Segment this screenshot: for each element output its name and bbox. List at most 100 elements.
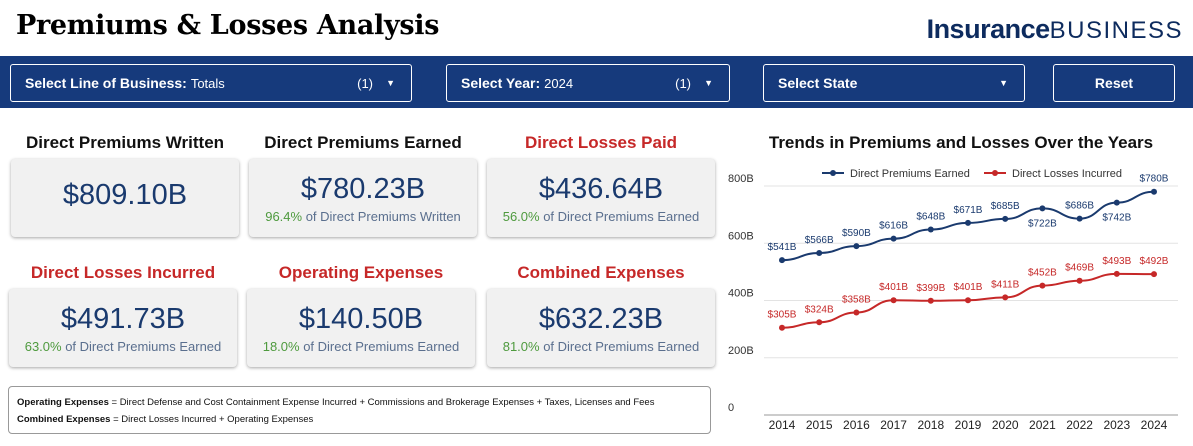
definition-text: = Direct Defense and Cost Containment Ex… — [108, 397, 655, 408]
data-point — [965, 297, 971, 304]
trend-line-chart: 0 200B 400B 600B 800B 2014 2015 2016 2017 2018 201… — [728, 168, 1178, 432]
legend-label: Direct Premiums Earned — [850, 168, 970, 180]
x-tick-label: 2024 — [1141, 418, 1168, 432]
kpi-heading-premiums-earned: Direct Premiums Earned — [264, 133, 462, 152]
kpi-percent: 56.0% — [502, 209, 540, 224]
x-tick-label: 2015 — [806, 418, 833, 432]
year-dropdown[interactable]: Select Year: 2024 (1) ▼ — [446, 64, 730, 102]
data-label: $452B — [1028, 268, 1057, 279]
kpi-card-losses-incurred: $491.73B 63.0% of Direct Premiums Earned — [9, 289, 237, 367]
data-point — [853, 309, 860, 316]
x-tick-label: 2018 — [917, 418, 944, 432]
data-label: $780B — [1140, 174, 1169, 185]
kpi-value: $809.10B — [62, 179, 188, 211]
data-label: $469B — [1065, 263, 1094, 274]
operating-expenses-definition: Operating Expenses = Direct Defense and … — [17, 394, 702, 411]
chart-title: Trends in Premiums and Losses Over the Y… — [768, 133, 1154, 152]
kpi-subtext: 18.0% of Direct Premiums Earned — [247, 339, 475, 354]
kpi-percent: 63.0% — [24, 339, 62, 354]
caret-down-icon: ▼ — [386, 78, 395, 88]
y-tick-label: 200B — [728, 345, 754, 357]
data-point — [816, 249, 823, 256]
x-tick-label: 2017 — [880, 418, 907, 432]
kpi-subtext-label: of Direct Premiums Written — [302, 209, 461, 224]
brand-logo-light: BUSINESS — [1049, 17, 1183, 44]
year-count: (1) — [675, 75, 691, 91]
y-tick-label: 600B — [728, 230, 754, 242]
data-label: $686B — [1065, 201, 1094, 212]
data-label: $324B — [805, 304, 834, 315]
kpi-heading-losses-incurred: Direct Losses Incurred — [30, 263, 216, 282]
y-tick-label: 400B — [728, 288, 754, 300]
kpi-subtext: 63.0% of Direct Premiums Earned — [9, 339, 237, 354]
kpi-card-losses-paid: $436.64B 56.0% of Direct Premiums Earned — [487, 159, 715, 237]
kpi-card-operating-expenses: $140.50B 18.0% of Direct Premiums Earned — [247, 289, 475, 367]
caret-down-icon: ▼ — [704, 78, 713, 88]
line-of-business-value: Totals — [190, 75, 225, 91]
x-tick-label: 2021 — [1029, 418, 1056, 432]
kpi-subtext-label: of Direct Premiums Earned — [299, 339, 460, 354]
data-label: $648B — [916, 212, 945, 223]
data-label: $492B — [1140, 256, 1169, 267]
kpi-subtext: 96.4% of Direct Premiums Written — [249, 209, 477, 224]
line-of-business-label: Select Line of Business: — [25, 75, 187, 91]
data-point — [779, 257, 785, 264]
kpi-value: $140.50B — [298, 303, 424, 335]
data-label: $411B — [991, 279, 1020, 290]
x-tick-label: 2014 — [769, 418, 796, 432]
x-tick-label: 2023 — [1103, 418, 1130, 432]
y-tick-label: 800B — [728, 173, 754, 185]
data-label: $590B — [842, 228, 871, 239]
data-label: $493B — [1102, 256, 1131, 267]
x-tick-label: 2020 — [992, 418, 1019, 432]
y-tick-label: 0 — [728, 402, 734, 414]
data-label: $399B — [916, 283, 945, 294]
data-point — [1151, 271, 1157, 278]
caret-down-icon: ▼ — [999, 78, 1008, 88]
definition-text: = Direct Losses Incurred + Operating Exp… — [110, 414, 314, 425]
definitions-footnote: Operating Expenses = Direct Defense and … — [8, 386, 711, 434]
data-point — [1039, 205, 1046, 212]
data-point — [1039, 282, 1046, 289]
line-of-business-dropdown[interactable]: Select Line of Business: Totals (1) ▼ — [10, 64, 412, 102]
kpi-heading-combined-expenses: Combined Expenses — [517, 263, 685, 282]
kpi-card-combined-expenses: $632.23B 81.0% of Direct Premiums Earned — [487, 289, 715, 367]
data-point — [816, 319, 823, 326]
kpi-subtext-label: of Direct Premiums Earned — [539, 209, 700, 224]
data-label: $616B — [879, 221, 908, 232]
series-line — [781, 190, 1155, 262]
data-point — [1151, 188, 1157, 195]
data-label: $358B — [842, 295, 871, 306]
kpi-value: $780.23B — [300, 173, 426, 205]
year-label: Select Year: — [461, 75, 541, 91]
legend-label: Direct Losses Incurred — [1012, 168, 1122, 180]
kpi-value: $436.64B — [538, 173, 664, 205]
data-point — [1076, 215, 1083, 222]
data-point — [927, 226, 934, 233]
legend-marker — [992, 170, 998, 176]
kpi-subtext: 56.0% of Direct Premiums Earned — [487, 209, 715, 224]
kpi-value: $491.73B — [60, 303, 186, 335]
kpi-heading-operating-expenses: Operating Expenses — [278, 263, 444, 282]
data-point — [965, 219, 971, 226]
line-of-business-count: (1) — [357, 75, 373, 91]
kpi-percent: 81.0% — [502, 339, 540, 354]
data-label: $566B — [805, 235, 834, 246]
filter-bar: Select Line of Business: Totals (1) ▼ Se… — [0, 56, 1193, 108]
data-label: $671B — [954, 205, 983, 216]
reset-button[interactable]: Reset — [1053, 64, 1175, 102]
x-tick-label: 2016 — [843, 418, 870, 432]
data-point — [1113, 199, 1120, 206]
data-point — [927, 297, 934, 304]
state-dropdown[interactable]: Select State ▼ — [763, 64, 1025, 102]
data-point — [1076, 277, 1083, 284]
definition-term: Operating Expenses — [17, 397, 109, 408]
data-label: $742B — [1102, 213, 1131, 224]
data-label: $305B — [768, 310, 797, 321]
brand-logo-bold: Insurance — [926, 14, 1051, 44]
page-title: Premiums & Losses Analysis — [16, 10, 440, 41]
kpi-subtext-label: of Direct Premiums Earned — [61, 339, 222, 354]
data-point — [853, 243, 860, 250]
kpi-heading-premiums-written: Direct Premiums Written — [25, 133, 225, 152]
data-label: $722B — [1028, 218, 1057, 229]
